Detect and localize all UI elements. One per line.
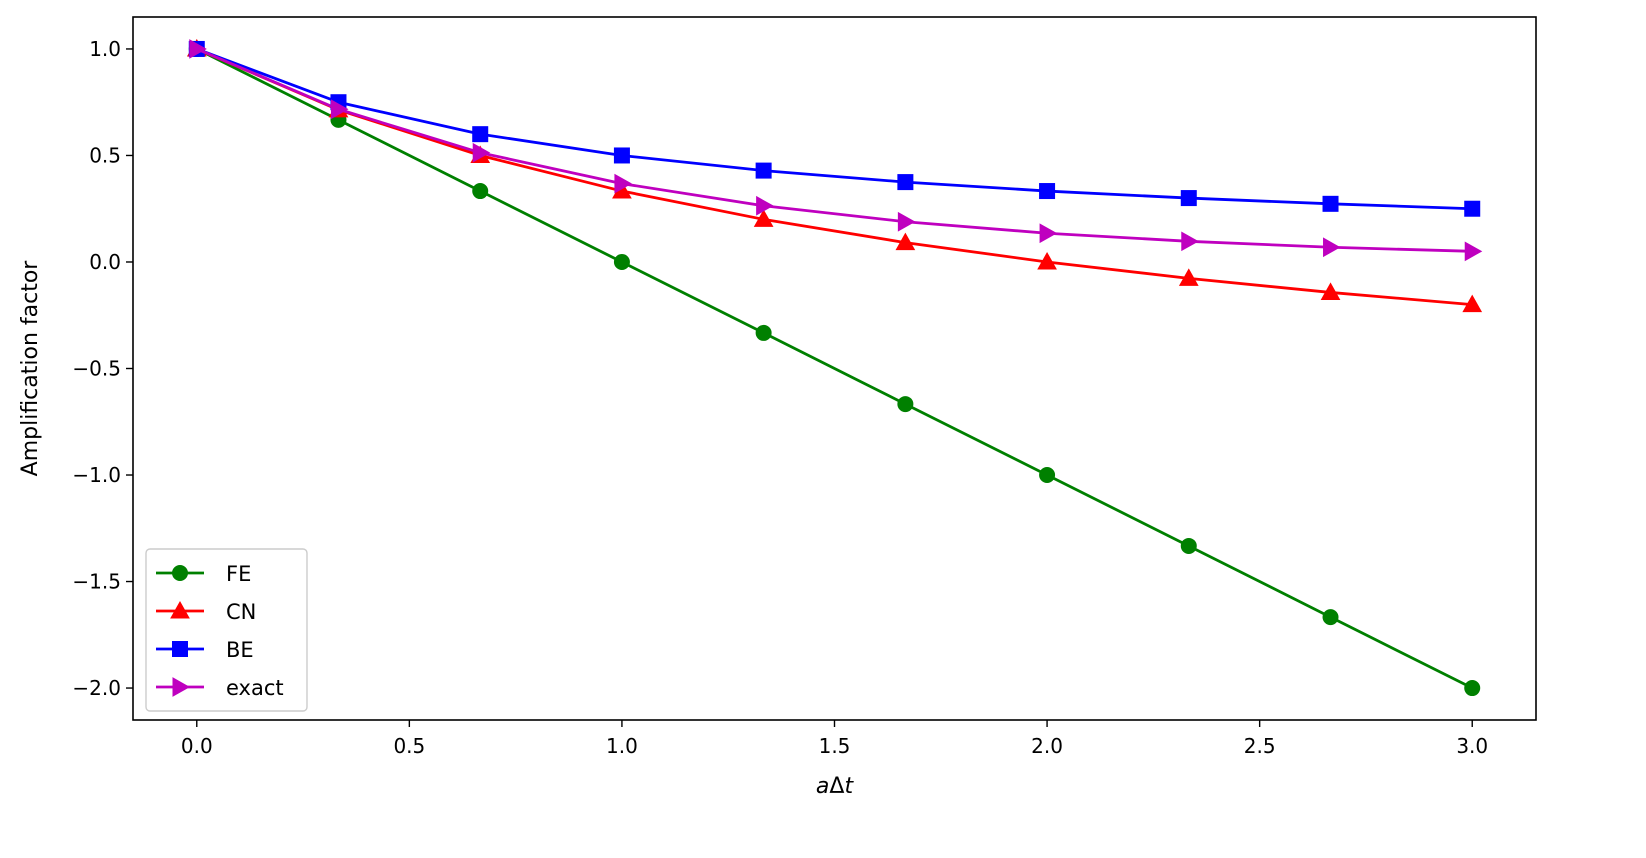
data-point-fe [897, 396, 914, 413]
data-point-be [472, 126, 489, 143]
y-tick-label: −0.5 [72, 357, 121, 381]
data-point-exact [189, 39, 207, 59]
legend-marker [170, 600, 190, 619]
data-point-exact [472, 142, 491, 163]
data-point-be [1322, 195, 1339, 212]
x-axis-label: aΔt [816, 774, 855, 799]
series-exact [189, 39, 1483, 262]
data-point-fe [1464, 680, 1481, 697]
x-tick-label: 3.0 [1456, 734, 1488, 758]
legend-label: CN [226, 600, 256, 624]
data-point-cn [1462, 294, 1483, 313]
x-axis-label-t: t [844, 774, 854, 799]
data-point-be [613, 147, 630, 164]
series-line-cn [196, 47, 1473, 306]
data-point-cn [1178, 268, 1199, 286]
data-point-be [755, 162, 772, 179]
data-point-fe [613, 253, 630, 270]
data-point-exact [1464, 241, 1483, 262]
series-fe [188, 40, 1481, 697]
data-point-cn [1037, 251, 1057, 270]
legend-label: exact [226, 676, 284, 700]
legend: FE CN BE exact [145, 548, 308, 712]
data-point-cn [753, 209, 774, 227]
legend-entry-be: BE [156, 638, 254, 662]
y-tick-label: 0.5 [89, 143, 121, 167]
data-point-exact [897, 211, 916, 232]
data-point-exact [1323, 237, 1341, 258]
data-point-fe [1180, 537, 1197, 554]
data-point-be [1180, 190, 1197, 207]
data-point-fe [755, 324, 772, 341]
x-tick-label: 1.5 [819, 734, 851, 758]
x-axis-ticks: 0.0 0.5 1.0 1.5 2.0 2.5 3.0 [181, 720, 1488, 758]
x-tick-label: 0.0 [181, 734, 213, 758]
data-point-exact [1181, 231, 1199, 252]
series-be [188, 40, 1481, 217]
legend-entry-fe: FE [156, 562, 251, 586]
series-line-fe [196, 47, 1473, 690]
data-point-exact [614, 173, 632, 194]
x-tick-label: 2.0 [1031, 734, 1063, 758]
y-axis-ticks: 1.0 0.5 0.0 −0.5 −1.0 −1.5 −2.0 [72, 37, 133, 700]
legend-marker [172, 641, 188, 657]
y-tick-label: −1.5 [72, 570, 121, 594]
data-point-cn [1320, 282, 1341, 300]
data-point-fe [472, 183, 489, 200]
y-tick-label: 0.0 [89, 250, 121, 274]
y-tick-label: −1.0 [72, 463, 121, 487]
y-tick-label: 1.0 [89, 37, 121, 61]
series-line-be [196, 47, 1473, 211]
series-line-exact [196, 47, 1473, 253]
legend-entry-exact: exact [156, 676, 284, 700]
y-axis-label: Amplification factor [18, 260, 43, 477]
legend-marker [172, 565, 188, 581]
data-point-exact [756, 195, 774, 216]
x-axis-label-a: a [816, 774, 829, 799]
y-tick-label: −2.0 [72, 676, 121, 700]
data-point-fe [1322, 609, 1339, 626]
data-point-be [897, 174, 914, 191]
data-point-exact [330, 99, 349, 120]
legend-entry-cn: CN [156, 600, 256, 624]
data-point-fe [1039, 467, 1056, 484]
legend-label: BE [226, 638, 254, 662]
data-point-cn [895, 232, 916, 251]
data-point-exact [1039, 223, 1058, 244]
x-tick-label: 1.0 [606, 734, 638, 758]
x-axis-label-delta: Δ [829, 774, 844, 799]
legend-label: FE [226, 562, 251, 586]
x-tick-label: 0.5 [393, 734, 425, 758]
data-point-be [1039, 183, 1056, 200]
x-tick-label: 2.5 [1244, 734, 1276, 758]
legend-marker [172, 677, 191, 697]
legend-box [145, 548, 308, 712]
series-layer [186, 38, 1483, 697]
data-point-be [1464, 200, 1481, 217]
